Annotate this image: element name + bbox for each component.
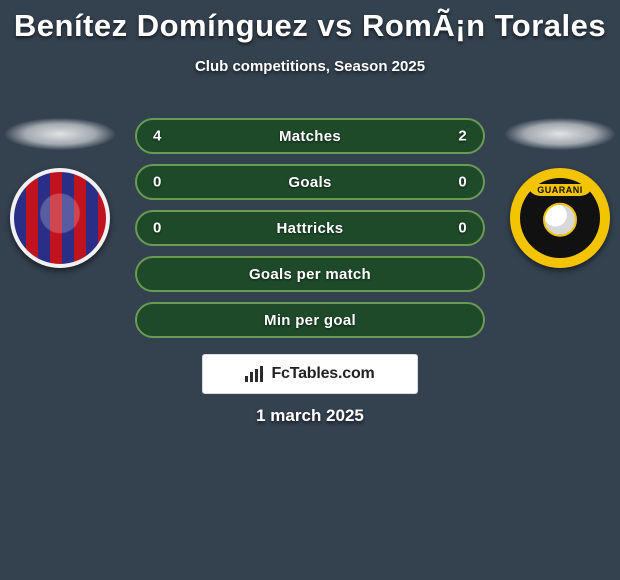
page-title: Benítez Domínguez vs RomÃ¡n Torales bbox=[14, 8, 606, 44]
player-left-column bbox=[0, 118, 120, 268]
comparison-date: 1 march 2025 bbox=[256, 406, 364, 426]
stat-label: Goals bbox=[288, 174, 331, 191]
guarani-band: GUARANI bbox=[529, 184, 591, 196]
club-crest-right: GUARANI bbox=[510, 168, 610, 268]
stat-right-value: 0 bbox=[458, 220, 467, 237]
club-crest-left bbox=[10, 168, 110, 268]
player-left-silhouette-shadow bbox=[5, 118, 115, 150]
stat-label: Hattricks bbox=[277, 220, 344, 237]
stat-label: Min per goal bbox=[264, 312, 356, 329]
stat-label: Goals per match bbox=[249, 266, 371, 283]
watermark-badge: FcTables.com bbox=[202, 354, 418, 394]
stats-list: 4 Matches 2 0 Goals 0 0 Hattricks 0 Goal… bbox=[135, 118, 485, 338]
ball-icon bbox=[543, 203, 577, 237]
stat-left-value: 4 bbox=[153, 128, 162, 145]
watermark-text: FcTables.com bbox=[271, 365, 374, 383]
player-right-column: GUARANI bbox=[500, 118, 620, 268]
stat-row: 0 Goals 0 bbox=[135, 164, 485, 200]
stat-right-value: 0 bbox=[458, 174, 467, 191]
stat-row: Goals per match bbox=[135, 256, 485, 292]
stat-row: 4 Matches 2 bbox=[135, 118, 485, 154]
comparison-card: Benítez Domínguez vs RomÃ¡n Torales Club… bbox=[0, 0, 620, 580]
stat-left-value: 0 bbox=[153, 220, 162, 237]
page-subtitle: Club competitions, Season 2025 bbox=[195, 58, 425, 75]
stat-row: Min per goal bbox=[135, 302, 485, 338]
bar-chart-icon bbox=[245, 366, 265, 382]
stat-right-value: 2 bbox=[458, 128, 467, 145]
stat-label: Matches bbox=[279, 128, 341, 145]
stat-left-value: 0 bbox=[153, 174, 162, 191]
player-right-silhouette-shadow bbox=[505, 118, 615, 150]
stat-row: 0 Hattricks 0 bbox=[135, 210, 485, 246]
